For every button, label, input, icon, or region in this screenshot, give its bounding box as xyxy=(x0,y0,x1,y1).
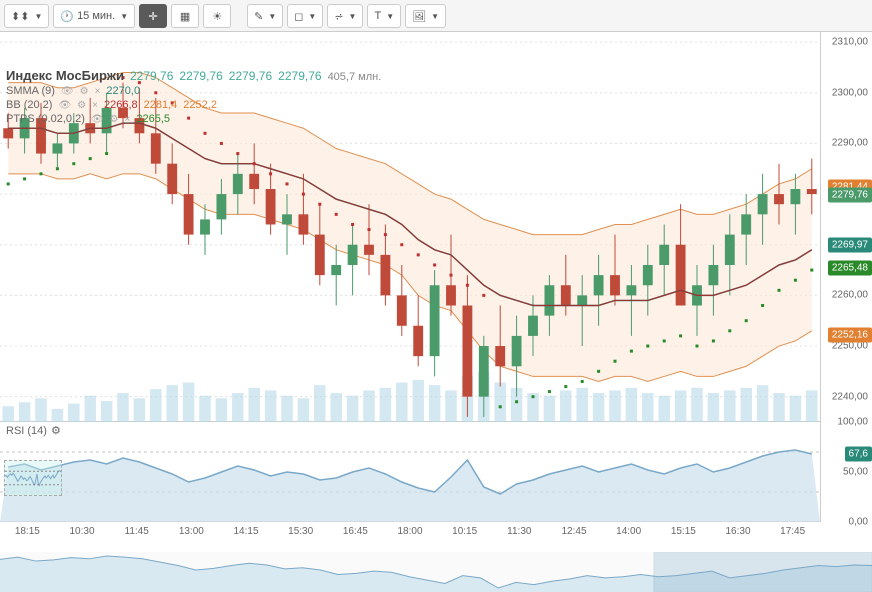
sun-icon: ☀ xyxy=(212,10,222,23)
lines-button[interactable]: ⩫▼ xyxy=(327,4,363,28)
chevron-down-icon: ▼ xyxy=(120,12,128,21)
crosshair-button[interactable]: ✛ xyxy=(139,4,167,28)
text-button[interactable]: T▼ xyxy=(367,4,401,28)
gear-icon[interactable]: ⚙ xyxy=(51,424,61,437)
text-icon: T xyxy=(374,10,381,22)
indicator-bb-row: BB (20,2) 👁 ⚙ × 2266,8 2281,4 2252,2 xyxy=(6,99,381,111)
chevron-down-icon: ▼ xyxy=(386,12,394,21)
rsi-label: RSI (14) xyxy=(6,425,47,437)
close-icon[interactable]: × xyxy=(125,114,131,125)
eye-icon[interactable]: 👁 xyxy=(58,100,71,111)
rsi-chart[interactable] xyxy=(0,422,820,522)
bb-v1: 2266,8 xyxy=(104,99,138,111)
chart-type-button[interactable]: ⬍⬍ ▼ xyxy=(4,4,49,28)
chevron-down-icon: ▼ xyxy=(34,12,42,21)
ptps-label: PTPS (0.02,0.2) xyxy=(6,113,85,125)
ohlc-c: 2279,76 xyxy=(278,69,321,83)
image-button[interactable]: 🖼▼ xyxy=(405,4,446,28)
chevron-down-icon: ▼ xyxy=(308,12,316,21)
ohlc-l: 2279,76 xyxy=(229,69,272,83)
time-x-axis: 18:1510:3011:4513:0014:1515:3016:4518:00… xyxy=(0,522,820,550)
indicator-smma-row: SMMA (9) 👁 ⚙ × 2270,0 xyxy=(6,85,381,97)
smma-label: SMMA (9) xyxy=(6,85,55,97)
volume-unit: млн. xyxy=(358,71,381,83)
shapes-icon: ◻ xyxy=(294,10,303,23)
close-icon[interactable]: × xyxy=(95,86,101,97)
gear-icon[interactable]: ⚙ xyxy=(77,100,86,111)
indicator-ptps-row: PTPS (0.02,0.2) 👁 ⚙ × 2265,5 xyxy=(6,113,381,125)
rsi-y-axis: 0,0050,00100,0067,6 xyxy=(820,422,872,522)
timeframe-button[interactable]: 🕐15 мин. ▼ xyxy=(53,4,135,28)
eye-icon[interactable]: 👁 xyxy=(61,86,74,97)
ohlc-o: 2279,76 xyxy=(130,69,173,83)
grid-button[interactable]: ▦ xyxy=(171,4,199,28)
gear-icon[interactable]: ⚙ xyxy=(80,86,89,97)
chevron-down-icon: ▼ xyxy=(349,12,357,21)
chevron-down-icon: ▼ xyxy=(268,12,276,21)
rsi-header: RSI (14) ⚙ xyxy=(6,424,61,437)
chevron-down-icon: ▼ xyxy=(431,12,439,21)
timeframe-label: 15 мин. xyxy=(77,10,115,22)
volume-value: 405,7 xyxy=(328,71,356,83)
bb-v3: 2252,2 xyxy=(183,99,217,111)
rsi-thumbnail xyxy=(4,460,62,496)
draw-button[interactable]: ✎▼ xyxy=(247,4,283,28)
shapes-button[interactable]: ◻▼ xyxy=(287,4,323,28)
candles-icon: ⬍⬍ xyxy=(11,10,29,23)
smma-value: 2270,0 xyxy=(106,85,140,97)
theme-button[interactable]: ☀ xyxy=(203,4,231,28)
bb-label: BB (20,2) xyxy=(6,99,52,111)
gear-icon[interactable]: ⚙ xyxy=(110,114,119,125)
ptps-value: 2265,5 xyxy=(136,113,170,125)
grid-icon: ▦ xyxy=(180,10,190,23)
image-icon: 🖼 xyxy=(412,10,426,23)
price-y-axis: 2240,002250,002260,002270,002280,002290,… xyxy=(820,32,872,422)
lines-icon: ⩫ xyxy=(334,10,343,23)
navigator-chart[interactable] xyxy=(0,552,872,592)
chart-title: Индекс МосБиржи xyxy=(6,68,124,83)
bb-v2: 2281,4 xyxy=(144,99,178,111)
clock-icon: 🕐 xyxy=(60,10,74,23)
toolbar: ⬍⬍▼ 🕐15 мин.▼ ✛ ▦ ☀ ✎▼ ◻▼ ⩫▼ T▼ 🖼▼ xyxy=(0,0,872,32)
close-icon[interactable]: × xyxy=(92,100,98,111)
pencil-icon: ✎ xyxy=(254,10,263,23)
crosshair-icon: ✛ xyxy=(149,10,158,23)
chart-header: Индекс МосБиржи 2279,76 2279,76 2279,76 … xyxy=(6,68,381,125)
eye-icon[interactable]: 👁 xyxy=(91,114,104,125)
ohlc-h: 2279,76 xyxy=(179,69,222,83)
